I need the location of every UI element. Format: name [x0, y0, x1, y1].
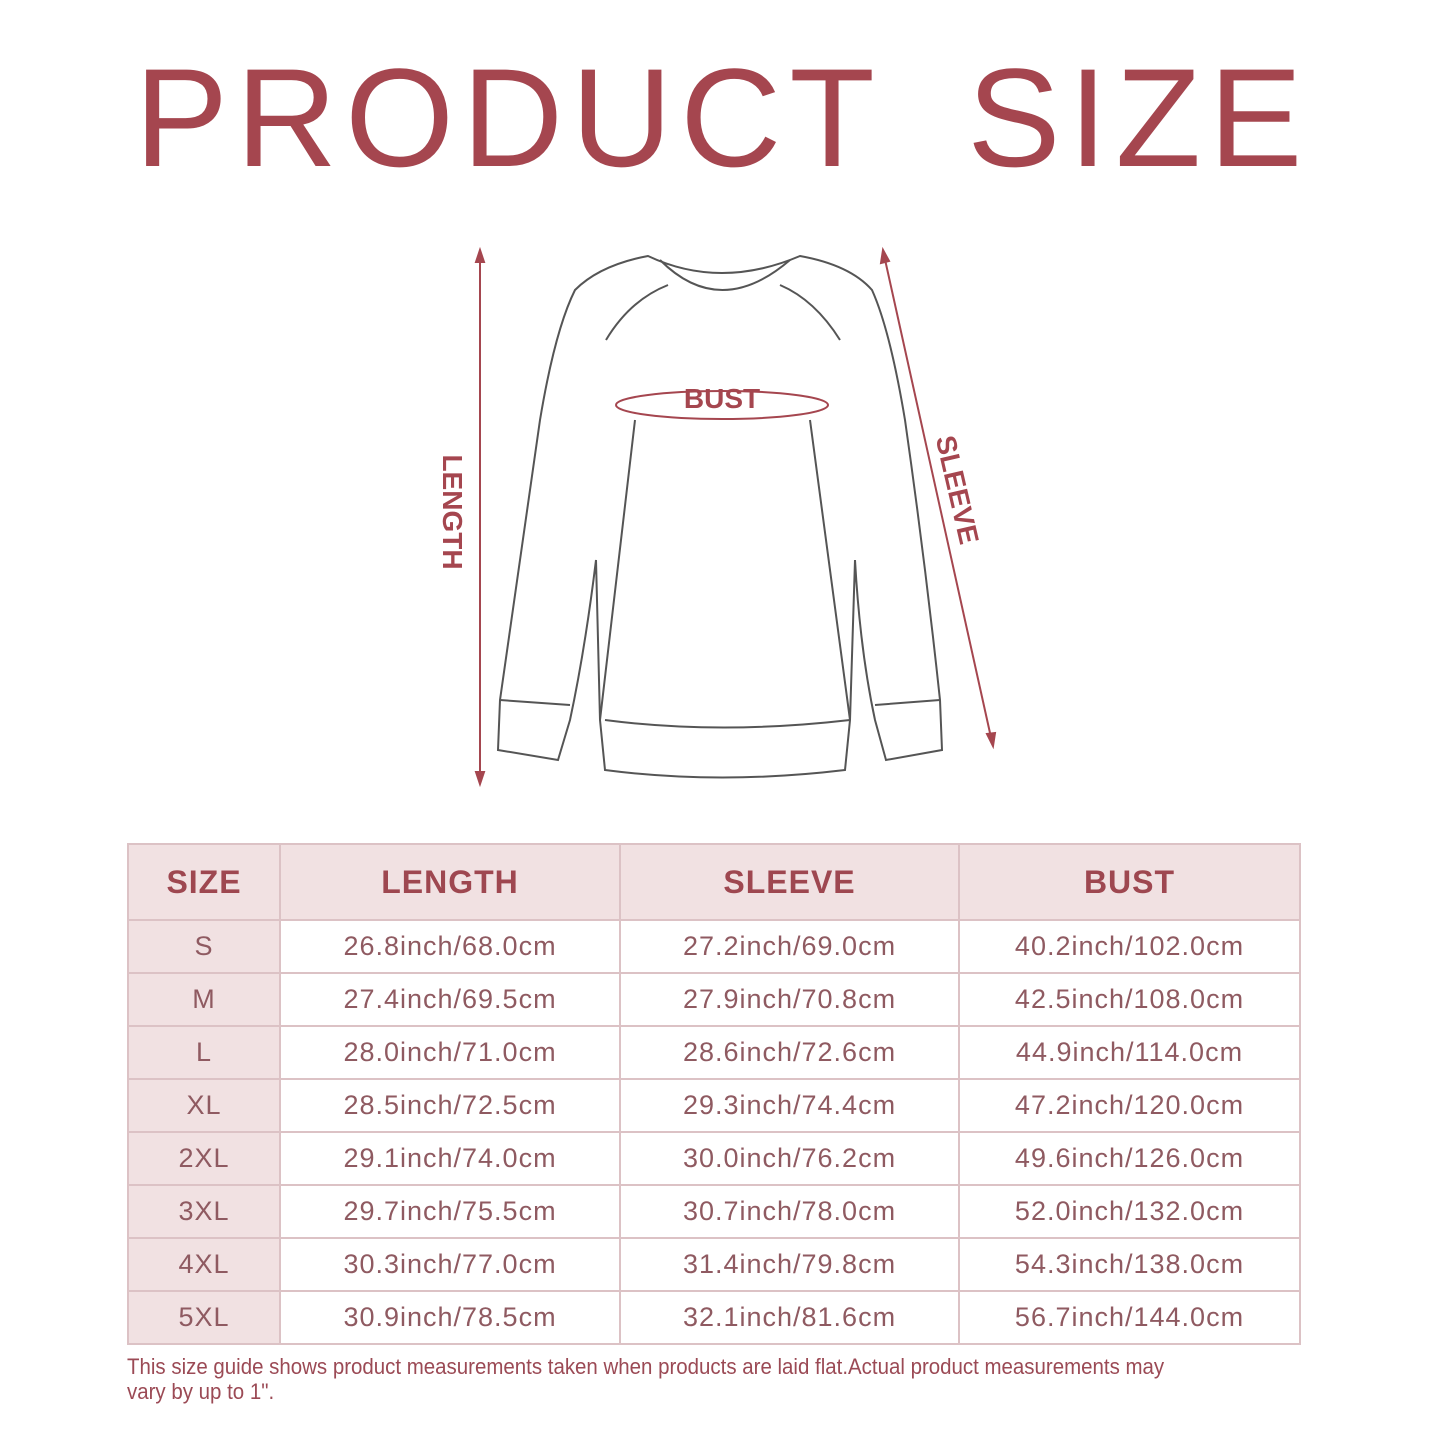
size-cell: L [127, 1025, 281, 1080]
length-cell: 30.3inch/77.0cm [279, 1237, 621, 1292]
size-cell: S [127, 919, 281, 974]
sleeve-cell: 27.2inch/69.0cm [619, 919, 960, 974]
size-cell: M [127, 972, 281, 1027]
sleeve-cell: 32.1inch/81.6cm [619, 1290, 960, 1345]
length-cell: 26.8inch/68.0cm [279, 919, 621, 974]
sleeve-cell: 27.9inch/70.8cm [619, 972, 960, 1027]
bust-label: BUST [684, 383, 760, 414]
table-row: 4XL 30.3inch/77.0cm 31.4inch/79.8cm 54.3inc… [127, 1237, 1301, 1292]
bust-cell: 49.6inch/126.0cm [958, 1131, 1301, 1186]
header-bust: BUST [958, 843, 1301, 921]
length-cell: 29.1inch/74.0cm [279, 1131, 621, 1186]
size-cell: 5XL [127, 1290, 281, 1345]
length-cell: 28.5inch/72.5cm [279, 1078, 621, 1133]
bust-cell: 52.0inch/132.0cm [958, 1184, 1301, 1239]
table-row: M 27.4inch/69.5cm 27.9inch/70.8cm 42.5inch/… [127, 972, 1301, 1027]
bust-cell: 54.3inch/138.0cm [958, 1237, 1301, 1292]
header-size: SIZE [127, 843, 281, 921]
size-cell: 2XL [127, 1131, 281, 1186]
bust-cell: 42.5inch/108.0cm [958, 972, 1301, 1027]
length-cell: 27.4inch/69.5cm [279, 972, 621, 1027]
page-title: PRODUCT SIZE [134, 39, 1311, 196]
size-table: SIZE LENGTH SLEEVE BUST S 26.8inch/68.0cm… [127, 843, 1301, 1345]
bust-cell: 40.2inch/102.0cm [958, 919, 1301, 974]
table-row: 5XL 30.9inch/78.5cm 32.1inch/81.6cm 56.7inc… [127, 1290, 1301, 1345]
sweater-diagram: BUST LENGTH SLEEVE [437, 246, 997, 788]
length-cell: 28.0inch/71.0cm [279, 1025, 621, 1080]
sleeve-cell: 31.4inch/79.8cm [619, 1237, 960, 1292]
table-row: XL 28.5inch/72.5cm 29.3inch/74.4cm 47.2inch… [127, 1078, 1301, 1133]
sleeve-label: SLEEVE [930, 433, 985, 548]
size-cell: XL [127, 1078, 281, 1133]
sleeve-cell: 30.0inch/76.2cm [619, 1131, 960, 1186]
table-row: L 28.0inch/71.0cm 28.6inch/72.6cm 44.9inch/… [127, 1025, 1301, 1080]
length-label: LENGTH [437, 454, 468, 569]
length-cell: 30.9inch/78.5cm [279, 1290, 621, 1345]
sweater-outline [496, 254, 944, 779]
table-header: SIZE LENGTH SLEEVE BUST [127, 843, 1301, 921]
sleeve-cell: 28.6inch/72.6cm [619, 1025, 960, 1080]
sleeve-arrow [883, 254, 993, 743]
sleeve-cell: 29.3inch/74.4cm [619, 1078, 960, 1133]
bust-arrow [615, 390, 829, 420]
table-row: S 26.8inch/68.0cm 27.2inch/69.0cm 40.2inch/… [127, 919, 1301, 974]
bust-cell: 44.9inch/114.0cm [958, 1025, 1301, 1080]
size-cell: 4XL [127, 1237, 281, 1292]
table-row: 2XL 29.1inch/74.0cm 30.0inch/76.2cm 49.6inc… [127, 1131, 1301, 1186]
table-row: 3XL 29.7inch/75.5cm 30.7inch/78.0cm 52.0inc… [127, 1184, 1301, 1239]
length-cell: 29.7inch/75.5cm [279, 1184, 621, 1239]
bust-cell: 56.7inch/144.0cm [958, 1290, 1301, 1345]
bust-cell: 47.2inch/120.0cm [958, 1078, 1301, 1133]
header-sleeve: SLEEVE [619, 843, 960, 921]
sleeve-cell: 30.7inch/78.0cm [619, 1184, 960, 1239]
header-length: LENGTH [279, 843, 621, 921]
size-cell: 3XL [127, 1184, 281, 1239]
size-note: This size guide shows product measuremen… [127, 1354, 1165, 1404]
